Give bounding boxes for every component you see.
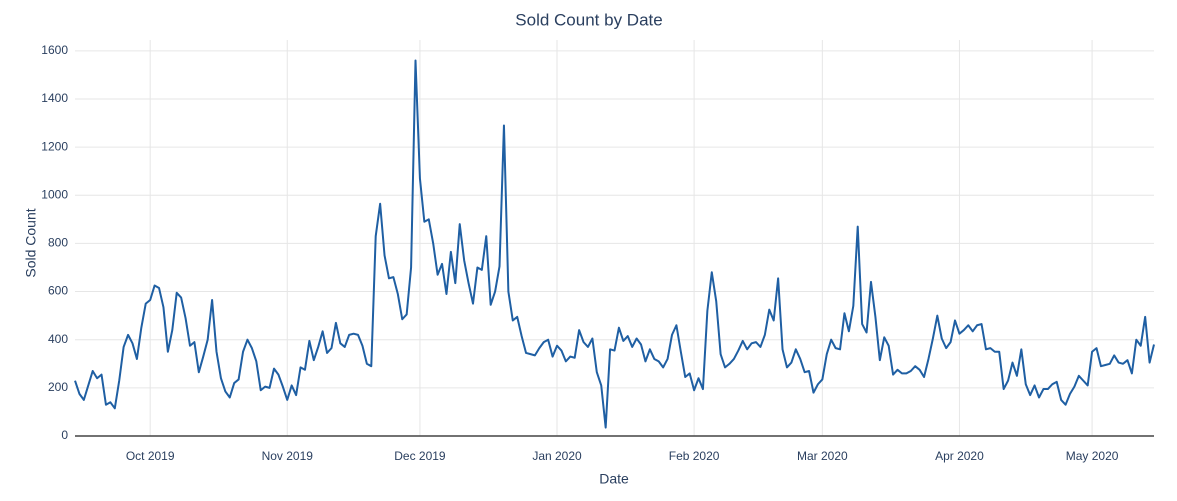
y-tick-label: 1200 <box>41 139 68 153</box>
x-tick-label: Oct 2019 <box>126 449 175 463</box>
chart-title: Sold Count by Date <box>515 10 662 29</box>
x-axis-label: Date <box>599 471 629 487</box>
x-tick-label: Nov 2019 <box>262 449 314 463</box>
x-tick-label: Jan 2020 <box>532 449 582 463</box>
y-tick-label: 1000 <box>41 187 68 201</box>
x-tick-label: Dec 2019 <box>394 449 446 463</box>
x-tick-label: May 2020 <box>1066 449 1119 463</box>
x-tick-label: Apr 2020 <box>935 449 984 463</box>
x-tick-label: Mar 2020 <box>797 449 848 463</box>
x-tick-label: Feb 2020 <box>669 449 720 463</box>
data-line <box>74 59 1155 429</box>
y-tick-label: 1600 <box>41 43 68 57</box>
y-tick-label: 400 <box>48 332 68 346</box>
y-tick-label: 600 <box>48 284 68 298</box>
y-tick-label: 200 <box>48 380 68 394</box>
y-tick-label: 0 <box>61 428 68 442</box>
y-tick-label: 1400 <box>41 91 68 105</box>
y-tick-label: 800 <box>48 236 68 250</box>
y-axis-label: Sold Count <box>23 208 39 277</box>
